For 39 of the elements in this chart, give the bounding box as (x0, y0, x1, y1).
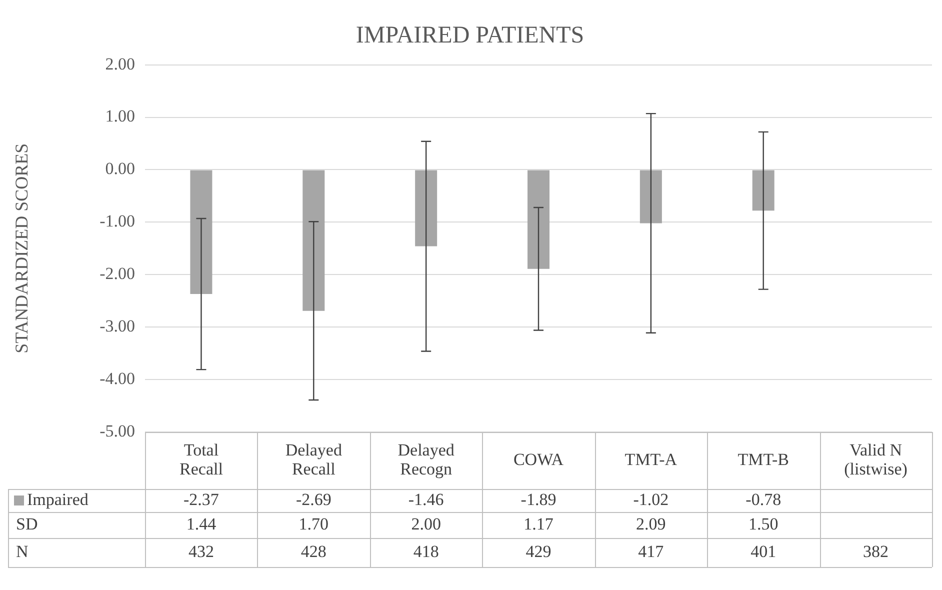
x-tick-label: COWA (513, 450, 564, 469)
text: N (16, 542, 28, 561)
x-tick-label: Total Recall (180, 440, 224, 478)
x-tick-label: Delayed Recogn (398, 440, 455, 478)
x-tick-label: TMT-A (624, 450, 678, 469)
y-tick-label: -3.00 (100, 316, 135, 336)
y-tick-label: -5.00 (100, 421, 135, 440)
text: SD (16, 514, 38, 534)
text: 401 (750, 542, 776, 561)
y-tick-label: -1.00 (100, 212, 135, 231)
text: 2.09 (636, 514, 666, 534)
text: 432 (188, 542, 214, 561)
y-tick-label: -4.00 (100, 369, 135, 388)
y-tick-label: 0.00 (105, 159, 135, 178)
y-axis-title: STANDARDIZED SCORES (12, 143, 32, 354)
x-tick-label: TMT-B (738, 450, 790, 469)
data-label: -2.69 (296, 490, 332, 509)
y-tick-label: -2.00 (100, 264, 135, 284)
text: 1.44 (186, 514, 217, 534)
text: 2.00 (411, 514, 441, 534)
text: 428 (300, 542, 326, 561)
text: 429 (526, 542, 552, 561)
y-tick-label: 1.00 (105, 106, 135, 126)
x-tick-label: Valid N (listwise) (844, 440, 908, 478)
chart-title: IMPAIRED PATIENTS (356, 22, 584, 49)
text: 417 (638, 542, 664, 561)
text: 1.70 (298, 514, 329, 534)
data-label: -1.89 (520, 490, 556, 509)
text: 1.50 (748, 514, 778, 534)
y-tick-label: 2.00 (105, 54, 135, 74)
text: 1.17 (524, 514, 554, 534)
data-label: -1.46 (408, 490, 444, 509)
legend-label: Impaired (27, 490, 89, 509)
data-label: -1.02 (633, 490, 669, 509)
text: 418 (413, 542, 439, 561)
x-tick-label: Delayed Recall (285, 440, 342, 478)
data-label: -2.37 (184, 490, 220, 509)
text: 382 (863, 542, 889, 561)
data-label: -0.78 (746, 490, 782, 509)
